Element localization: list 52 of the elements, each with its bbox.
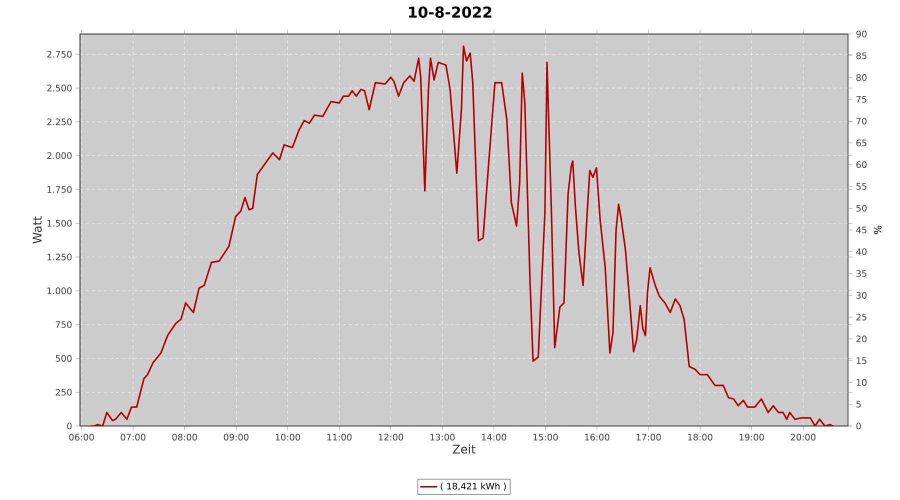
- y-tick-label: 1.250: [48, 254, 72, 260]
- y2-tick-label: 25: [856, 314, 866, 320]
- y2-tick-label: 90: [856, 30, 867, 38]
- y2-tick-label: 60: [856, 161, 867, 168]
- y2-tick-label: 55: [856, 183, 866, 190]
- x-axis-title: Zeit: [452, 444, 476, 454]
- x-tick-label: 17:00: [636, 434, 661, 441]
- x-tick-label: 10:00: [276, 434, 300, 441]
- x-tick-label: 13:00: [430, 434, 455, 441]
- x-tick-label: 20:00: [790, 434, 816, 441]
- y2-tick-label: 80: [856, 74, 867, 81]
- y-tick-label: 750: [56, 321, 72, 328]
- y2-tick-label: 30: [856, 292, 867, 299]
- y2-tick-label: 20: [856, 335, 867, 342]
- chart-title: 10-8-2022: [409, 6, 492, 18]
- y2-tick-label: 10: [856, 379, 867, 386]
- y2-tick-label: 15: [856, 357, 866, 364]
- y-tick-label: 1.750: [48, 186, 72, 193]
- y2-tick-label: 5: [856, 400, 861, 408]
- x-tick-label: 16:00: [585, 434, 610, 441]
- x-tick-label: 19:00: [740, 434, 764, 441]
- y2-tick-label: 70: [856, 118, 867, 124]
- y-tick-label: 2.750: [47, 50, 72, 58]
- x-tick-label: 18:00: [688, 434, 712, 441]
- line-series: [90, 45, 834, 426]
- y2-tick-label: 75: [856, 96, 866, 103]
- x-tick-label: 14:00: [482, 434, 506, 441]
- y-tick-label: 1.000: [48, 287, 72, 294]
- y2-tick-label: 0: [856, 422, 861, 430]
- y2-tick-label: 40: [856, 248, 867, 256]
- y2-tick-label: 50: [856, 204, 867, 212]
- y2-tick-label: 35: [856, 270, 866, 277]
- y-tick-label: 2.500: [47, 84, 72, 92]
- x-tick-label: 12:00: [378, 434, 404, 441]
- legend-label: ( 18,421 kWh ): [440, 482, 506, 491]
- x-tick-label: 06:00: [69, 434, 94, 441]
- y2-axis-title: %: [874, 226, 882, 234]
- x-tick-label: 15:00: [534, 434, 558, 441]
- y-tick-label: 500: [56, 355, 72, 362]
- y2-tick-label: 45: [856, 226, 866, 234]
- y-tick-label: 1.500: [48, 220, 72, 227]
- y-tick-label: 2.000: [47, 152, 72, 160]
- x-tick-label: 11:00: [327, 434, 352, 441]
- y-tick-label: 250: [56, 388, 72, 396]
- y-tick-label: 0: [67, 422, 72, 430]
- y2-tick-label: 85: [856, 52, 866, 60]
- x-tick-label: 07:00: [120, 434, 146, 441]
- x-tick-label: 09:00: [224, 434, 248, 441]
- y-tick-label: 2.250: [47, 118, 72, 126]
- x-tick-label: 08:00: [172, 434, 197, 441]
- y-axis-title: Watt: [32, 216, 42, 244]
- y2-tick-label: 65: [856, 140, 866, 146]
